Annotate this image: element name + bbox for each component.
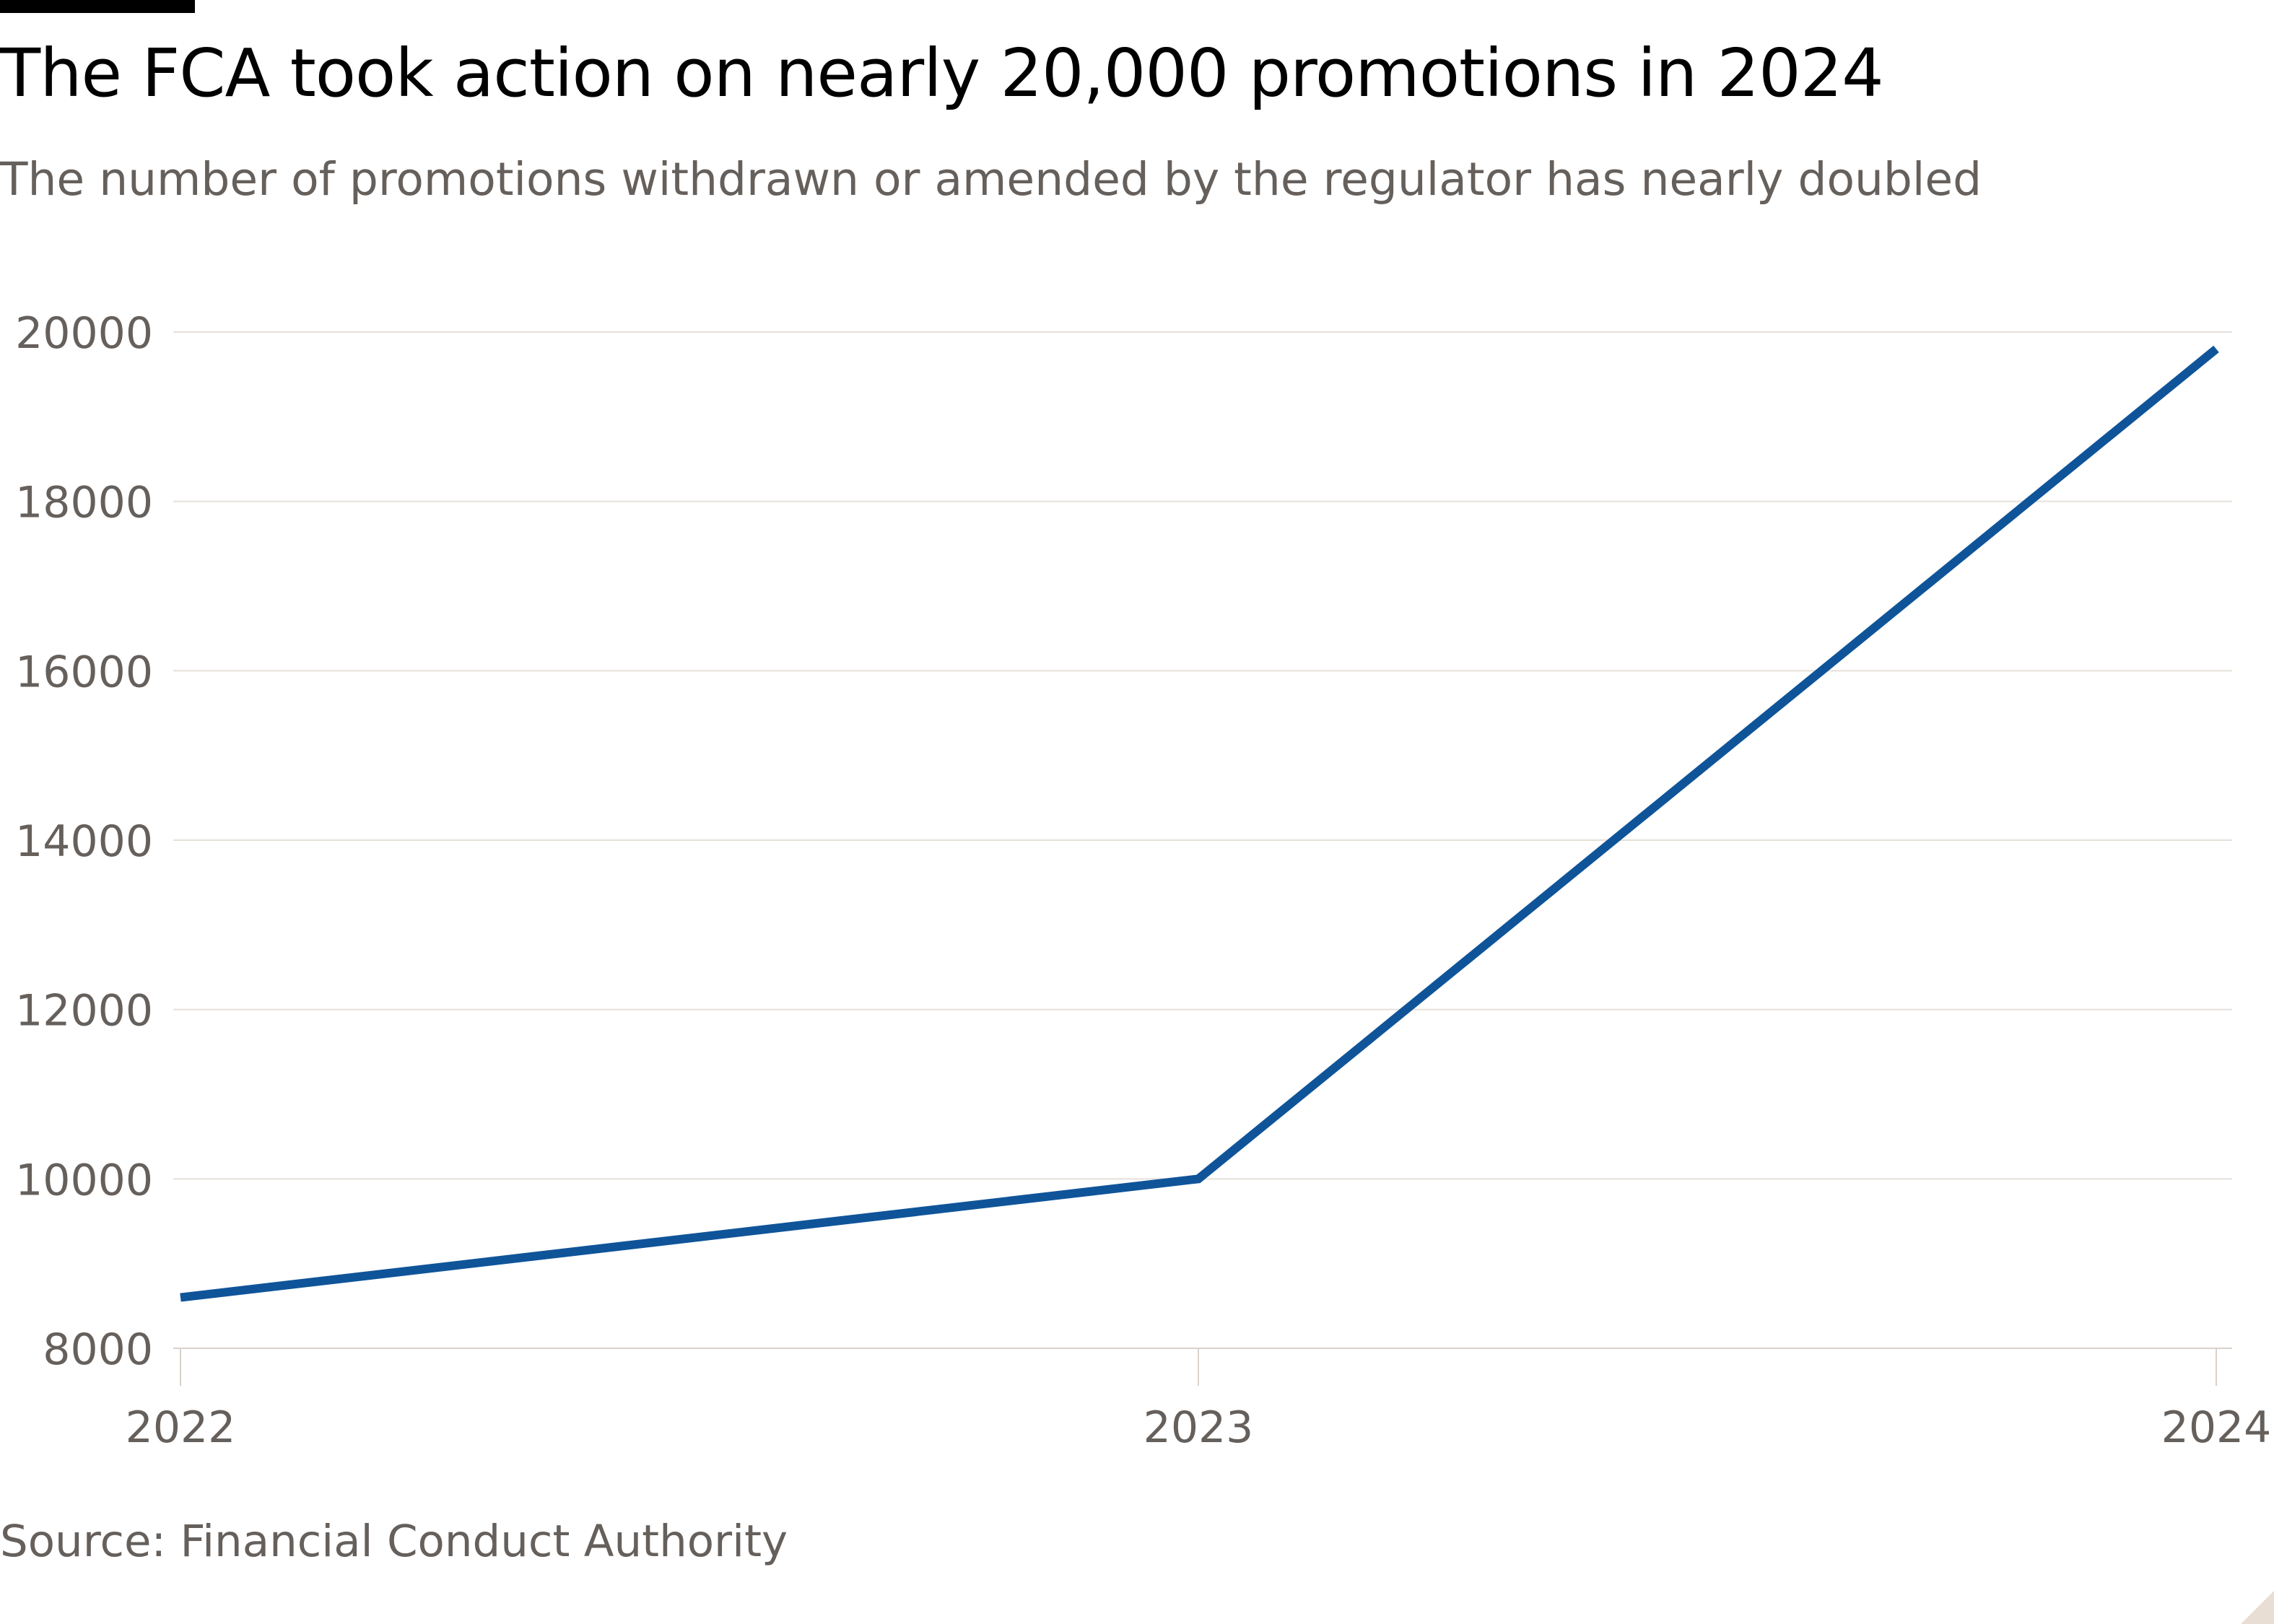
y-tick-label: 10000: [15, 1155, 153, 1205]
y-tick-label: 20000: [15, 308, 153, 359]
x-tick-label: 2024: [2161, 1402, 2272, 1453]
y-tick-label: 14000: [15, 816, 153, 867]
corner-fold: [2241, 1591, 2274, 1624]
source-note: Source: Financial Conduct Authority: [0, 1516, 788, 1567]
chart-subtitle: The number of promotions withdrawn or am…: [0, 153, 1982, 206]
x-tick-label: 2022: [126, 1402, 236, 1453]
series-line: [180, 345, 2219, 1302]
y-tick-label: 12000: [15, 986, 153, 1036]
x-tick-label: 2023: [1143, 1402, 1254, 1453]
y-tick-label: 18000: [15, 478, 153, 528]
chart-title: The FCA took action on nearly 20,000 pro…: [0, 35, 1884, 112]
y-tick-label: 8000: [43, 1324, 153, 1375]
line-chart: 8000 10000 12000 14000 16000 18000 20000 2022 20…: [15, 308, 2272, 1453]
y-tick-label: 16000: [15, 647, 153, 697]
brand-bar: [0, 0, 195, 13]
